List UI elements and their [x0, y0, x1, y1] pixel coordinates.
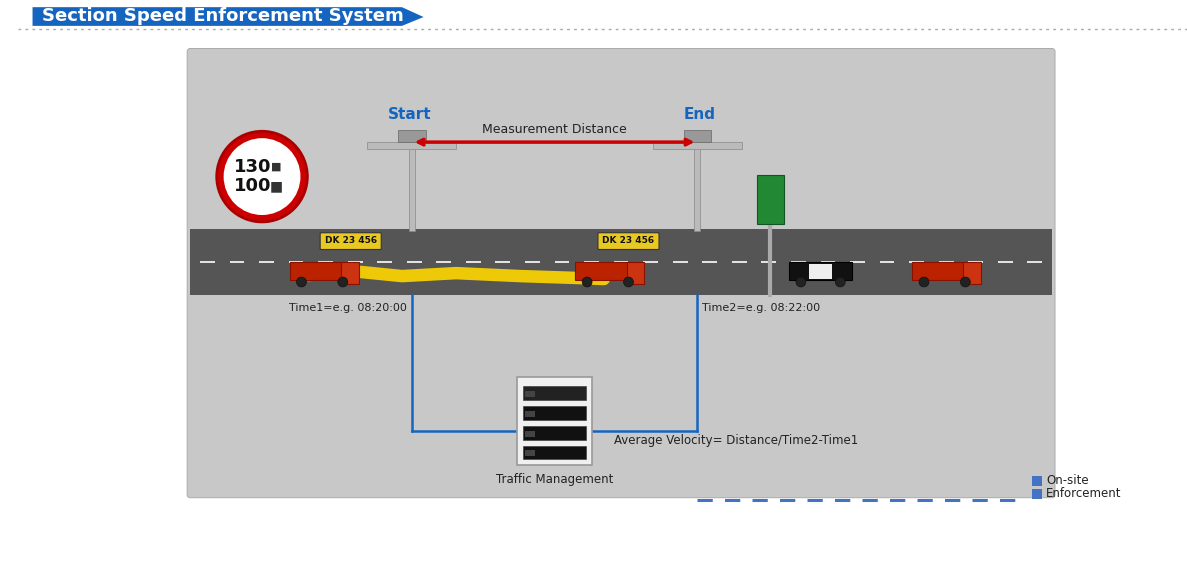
Bar: [341, 262, 358, 284]
Text: Average Velocity= Distance/Time2-Time1: Average Velocity= Distance/Time2-Time1: [614, 434, 858, 447]
Circle shape: [919, 277, 929, 287]
Text: Time1=e.g. 08:20:00: Time1=e.g. 08:20:00: [288, 303, 407, 312]
Bar: [912, 262, 966, 280]
Bar: [525, 411, 535, 417]
FancyBboxPatch shape: [598, 233, 659, 249]
Circle shape: [217, 131, 307, 222]
Bar: [525, 391, 535, 397]
Bar: [756, 175, 785, 224]
Circle shape: [297, 277, 306, 287]
Bar: [964, 262, 982, 284]
Bar: [525, 450, 535, 457]
Bar: [808, 264, 832, 279]
Bar: [684, 130, 711, 142]
Bar: [523, 386, 586, 400]
Bar: [408, 147, 414, 231]
Bar: [789, 262, 852, 280]
Text: 130: 130: [234, 158, 271, 176]
Bar: [523, 445, 586, 459]
Bar: [290, 262, 344, 280]
Circle shape: [796, 277, 806, 287]
Bar: [653, 142, 742, 149]
Bar: [523, 426, 586, 440]
Text: Measurement Distance: Measurement Distance: [482, 123, 627, 136]
Text: Start: Start: [388, 108, 432, 122]
Circle shape: [338, 277, 348, 287]
Bar: [398, 130, 426, 142]
Text: On-site: On-site: [1046, 475, 1088, 488]
Text: DK 23 456: DK 23 456: [603, 236, 654, 245]
Bar: [1033, 489, 1042, 499]
FancyBboxPatch shape: [518, 377, 592, 465]
Bar: [694, 147, 700, 231]
Text: ■: ■: [271, 162, 281, 172]
Text: DK 23 456: DK 23 456: [324, 236, 376, 245]
Text: ■: ■: [269, 180, 283, 194]
FancyBboxPatch shape: [320, 233, 381, 249]
Text: Enforcement: Enforcement: [1046, 488, 1122, 501]
Polygon shape: [32, 7, 424, 26]
Circle shape: [223, 138, 300, 215]
Bar: [525, 431, 535, 437]
Bar: [1033, 476, 1042, 486]
Circle shape: [836, 277, 845, 287]
Circle shape: [623, 277, 634, 287]
Text: Section Speed Enforcement System: Section Speed Enforcement System: [42, 7, 404, 25]
Bar: [627, 262, 645, 284]
Text: Traffic Management: Traffic Management: [496, 473, 614, 486]
Text: 100: 100: [234, 177, 271, 195]
FancyBboxPatch shape: [188, 48, 1055, 498]
Circle shape: [960, 277, 970, 287]
Text: End: End: [684, 108, 716, 122]
Bar: [368, 142, 456, 149]
Circle shape: [582, 277, 592, 287]
Bar: [576, 262, 629, 280]
Bar: [523, 406, 586, 420]
Bar: [190, 229, 1052, 295]
Text: Time2=e.g. 08:22:00: Time2=e.g. 08:22:00: [703, 303, 820, 312]
